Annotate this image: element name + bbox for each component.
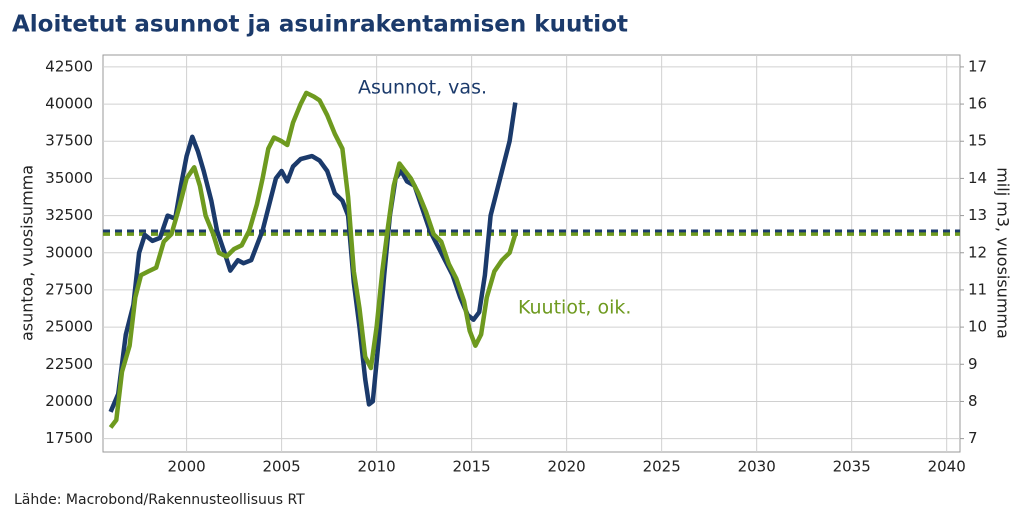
x-tick-label: 2010 — [358, 458, 396, 476]
series-line — [108, 102, 518, 413]
y-tick-label: 17500 — [45, 429, 93, 447]
x-tick-label: 2030 — [738, 458, 776, 476]
y-axis-label: asuntoa, vuosisumma — [18, 165, 37, 341]
x-tick-label: 2015 — [453, 458, 491, 476]
chart-title: Aloitetut asunnot ja asuinrakentamisen k… — [12, 12, 628, 38]
y-tick-label: 37500 — [45, 132, 93, 150]
y2-tick-label: 7 — [968, 429, 978, 447]
x-tick-label: 2000 — [168, 458, 206, 476]
y2-tick-label: 17 — [968, 57, 987, 75]
y2-tick-label: 11 — [968, 280, 987, 298]
x-tick-label: 2040 — [928, 458, 966, 476]
x-tick-label: 2025 — [643, 458, 681, 476]
y-tick-label: 20000 — [45, 392, 93, 410]
y-tick-label: 35000 — [45, 169, 93, 187]
series-label: Kuutiot, oik. — [518, 297, 631, 319]
y2-tick-label: 10 — [968, 318, 987, 336]
x-tick-label: 2035 — [833, 458, 871, 476]
series-label: Asunnot, vas. — [358, 77, 487, 99]
y2-tick-label: 14 — [968, 169, 987, 187]
y-tick-label: 25000 — [45, 318, 93, 336]
y-tick-label: 40000 — [45, 95, 93, 113]
y2-tick-label: 9 — [968, 355, 978, 373]
y2-tick-label: 15 — [968, 132, 987, 150]
y-tick-label: 27500 — [45, 280, 93, 298]
y2-tick-label: 12 — [968, 243, 987, 261]
y-tick-label: 42500 — [45, 57, 93, 75]
y2-tick-label: 13 — [968, 206, 987, 224]
source: Lähde: Macrobond/Rakennusteollisuus RT — [14, 492, 305, 508]
y2-tick-label: 16 — [968, 95, 987, 113]
y2-tick-label: 8 — [968, 392, 978, 410]
y-tick-label: 22500 — [45, 355, 93, 373]
y-tick-label: 32500 — [45, 206, 93, 224]
x-tick-label: 2005 — [263, 458, 301, 476]
y2-axis-label: milj m3, vuosisumma — [994, 167, 1013, 339]
series-line — [108, 90, 518, 429]
x-tick-label: 2020 — [548, 458, 586, 476]
y-tick-label: 30000 — [45, 243, 93, 261]
plot-frame — [102, 54, 961, 453]
